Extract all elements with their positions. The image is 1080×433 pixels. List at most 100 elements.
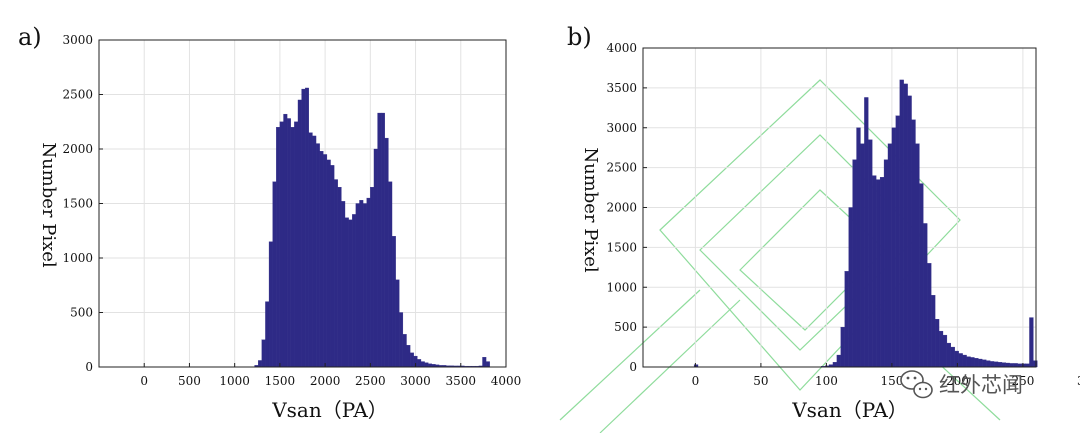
chart-a: a) 0 500 1000 1500 2000 2500 3000 3500 4000 0 500…: [18, 23, 521, 422]
chart-b-x-tick-label: 300: [1077, 374, 1080, 388]
chart-b-bar: [934, 318, 940, 368]
chart-a-bar: [409, 352, 414, 368]
chart-a-bar: [341, 201, 346, 368]
chart-b-y-tick-label: 1000: [606, 280, 637, 294]
chart-a-bar: [370, 186, 375, 368]
chart-b-bar: [950, 346, 955, 368]
chart-b-bar: [970, 357, 975, 368]
chart-b-bar: [864, 97, 869, 368]
chart-b-ylabel: Number Pixel: [580, 147, 601, 273]
chart-a-x-tick-label: 3500: [446, 374, 477, 388]
chart-b-bar: [879, 177, 885, 368]
chart-a-bar: [352, 214, 357, 368]
chart-a-bar: [305, 87, 309, 368]
chart-a-bar: [337, 186, 342, 368]
chart-b-bar: [974, 358, 979, 368]
chart-b-bar: [844, 271, 849, 368]
chart-a-bar: [391, 236, 396, 368]
chart-a-x-ticks: 0 500 1000 1500 2000 2500 3000 3500 4000: [140, 363, 521, 388]
chart-a-bar: [399, 312, 404, 368]
watermark-text: 红外芯闻: [939, 373, 1023, 397]
chart-a-y-tick-label: 2500: [62, 88, 93, 102]
chart-b-bar: [860, 143, 865, 368]
chart-b-bar: [986, 360, 991, 368]
chart-b-bar: [946, 342, 951, 368]
panel-label-b: b): [567, 23, 592, 51]
chart-a-bar: [312, 135, 317, 368]
chart-b-bar: [1001, 362, 1007, 368]
chart-a-bar: [381, 112, 385, 368]
chart-a-bar: [279, 121, 284, 368]
chart-a-bar: [319, 151, 324, 368]
chart-b-bar: [856, 127, 861, 368]
chart-b-bar: [958, 353, 963, 368]
chart-a-x-tick-label: 1000: [219, 374, 250, 388]
chart-a-y-tick-label: 3000: [62, 33, 93, 47]
chart-b-xlabel: Vsan（PA）: [791, 398, 908, 422]
chart-b-bar: [895, 115, 900, 368]
chart-a-bars: [254, 87, 490, 368]
chart-a-bar: [265, 301, 270, 368]
watermark-badge: 红外芯闻: [900, 370, 1023, 399]
chart-b-bar: [931, 295, 936, 368]
chart-b-bar: [927, 263, 932, 368]
chart-b-x-tick-label: 250: [1011, 374, 1034, 388]
chart-a-bar: [286, 118, 291, 368]
chart-b-bar: [923, 223, 928, 368]
chart-b-bar: [1005, 362, 1010, 368]
wechat-icon: [900, 370, 933, 399]
chart-b-bar: [840, 326, 845, 368]
chart-a-xlabel: Vsan（PA）: [271, 398, 388, 422]
chart-b-bar: [966, 356, 971, 368]
chart-a-bar: [384, 137, 389, 368]
chart-b-bar: [954, 350, 959, 368]
chart-b-bar: [1009, 363, 1014, 368]
chart-b-y-tick-label: 2500: [606, 161, 637, 175]
chart-b-bar: [887, 143, 893, 368]
chart-a-x-tick-label: 1500: [265, 374, 296, 388]
chart-a-bar: [395, 279, 400, 368]
chart-a-bar: [420, 361, 425, 368]
chart-b-bar: [911, 119, 916, 368]
chart-b-bar: [891, 127, 896, 368]
chart-a-bar: [258, 360, 262, 368]
chart-a-bar: [348, 219, 353, 368]
chart-a-bar: [482, 357, 487, 368]
chart-b-y-tick-label: 500: [614, 320, 637, 334]
chart-b-bar: [978, 358, 983, 368]
chart-a-y-tick-label: 1500: [62, 197, 93, 211]
chart-a-bar: [268, 241, 273, 368]
chart-a-bar: [373, 148, 378, 368]
chart-a-bar: [294, 121, 299, 368]
chart-b-bar: [942, 334, 948, 368]
chart-a-bar: [417, 359, 422, 368]
chart-b-bar: [903, 83, 908, 368]
chart-b-bar: [899, 79, 904, 368]
chart-b-x-tick-label: 50: [753, 374, 768, 388]
chart-b-bar: [990, 361, 995, 368]
chart-a-bar: [326, 159, 331, 368]
chart-a-bar: [297, 99, 302, 368]
chart-b-bar: [938, 330, 944, 368]
chart-a-bar: [344, 217, 349, 368]
chart-b-bar: [982, 359, 987, 368]
chart-b-grid: [643, 48, 1036, 367]
chart-a-bar: [301, 88, 306, 368]
chart-a-bar: [402, 334, 407, 368]
chart-b-y-tick-label: 0: [629, 360, 637, 374]
chart-b-bar: [962, 354, 967, 368]
chart-b-y-tick-label: 4000: [606, 41, 637, 55]
chart-a-x-tick-label: 2500: [355, 374, 386, 388]
chart-a-bar: [366, 197, 371, 368]
chart-a-bar: [362, 203, 367, 368]
chart-b-y-tick-label: 3500: [606, 81, 637, 95]
chart-b-x-ticks: 0 50 100 150 200 250 300: [692, 363, 1080, 388]
chart-b-y-tick-label: 1500: [606, 240, 637, 254]
chart-b-y-tick-label: 3000: [606, 121, 637, 135]
chart-b-y-tick-label: 2000: [606, 201, 637, 215]
chart-b-x-tick-label: 200: [946, 374, 969, 388]
chart-b-bar: [876, 179, 881, 368]
chart-a-bar: [276, 127, 281, 368]
chart-a-bar: [388, 181, 393, 368]
